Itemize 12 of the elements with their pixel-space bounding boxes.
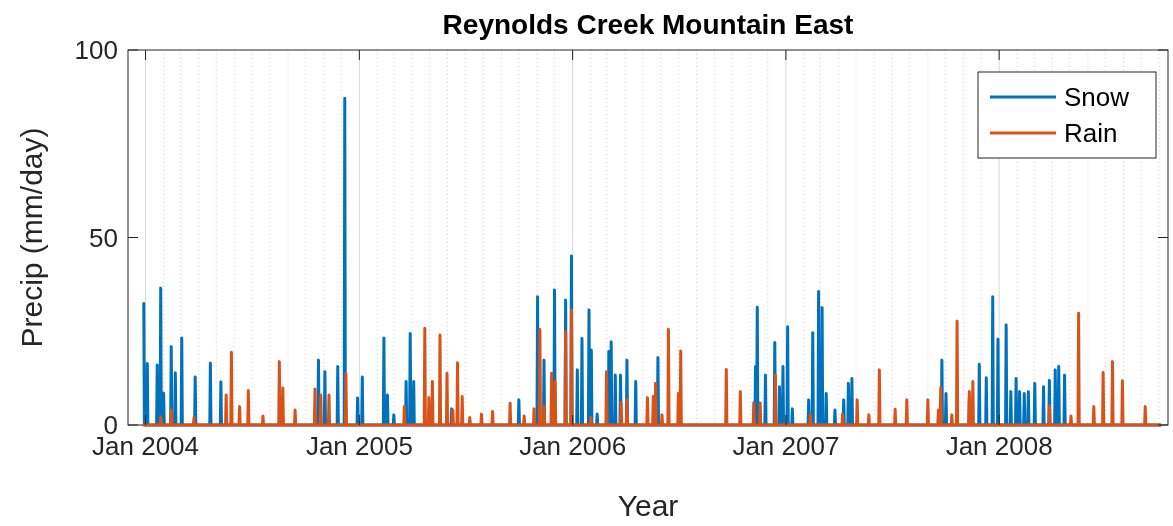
x-tick-label: Jan 2006 — [519, 431, 627, 461]
y-tick-label: 50 — [89, 222, 118, 253]
chart-title: Reynolds Creek Mountain East — [442, 9, 854, 40]
x-tick-label: Jan 2008 — [945, 431, 1053, 461]
x-tick-label: Jan 2005 — [305, 431, 413, 461]
legend-label: Snow — [1064, 82, 1130, 113]
y-axis-title: Precip (mm/day) — [15, 127, 48, 348]
x-tick-label: Jan 2007 — [732, 431, 840, 461]
x-axis-title: Year — [617, 489, 679, 522]
y-tick-label: 100 — [74, 35, 118, 66]
line-series — [142, 308, 1162, 427]
legend-label: Rain — [1064, 118, 1118, 149]
